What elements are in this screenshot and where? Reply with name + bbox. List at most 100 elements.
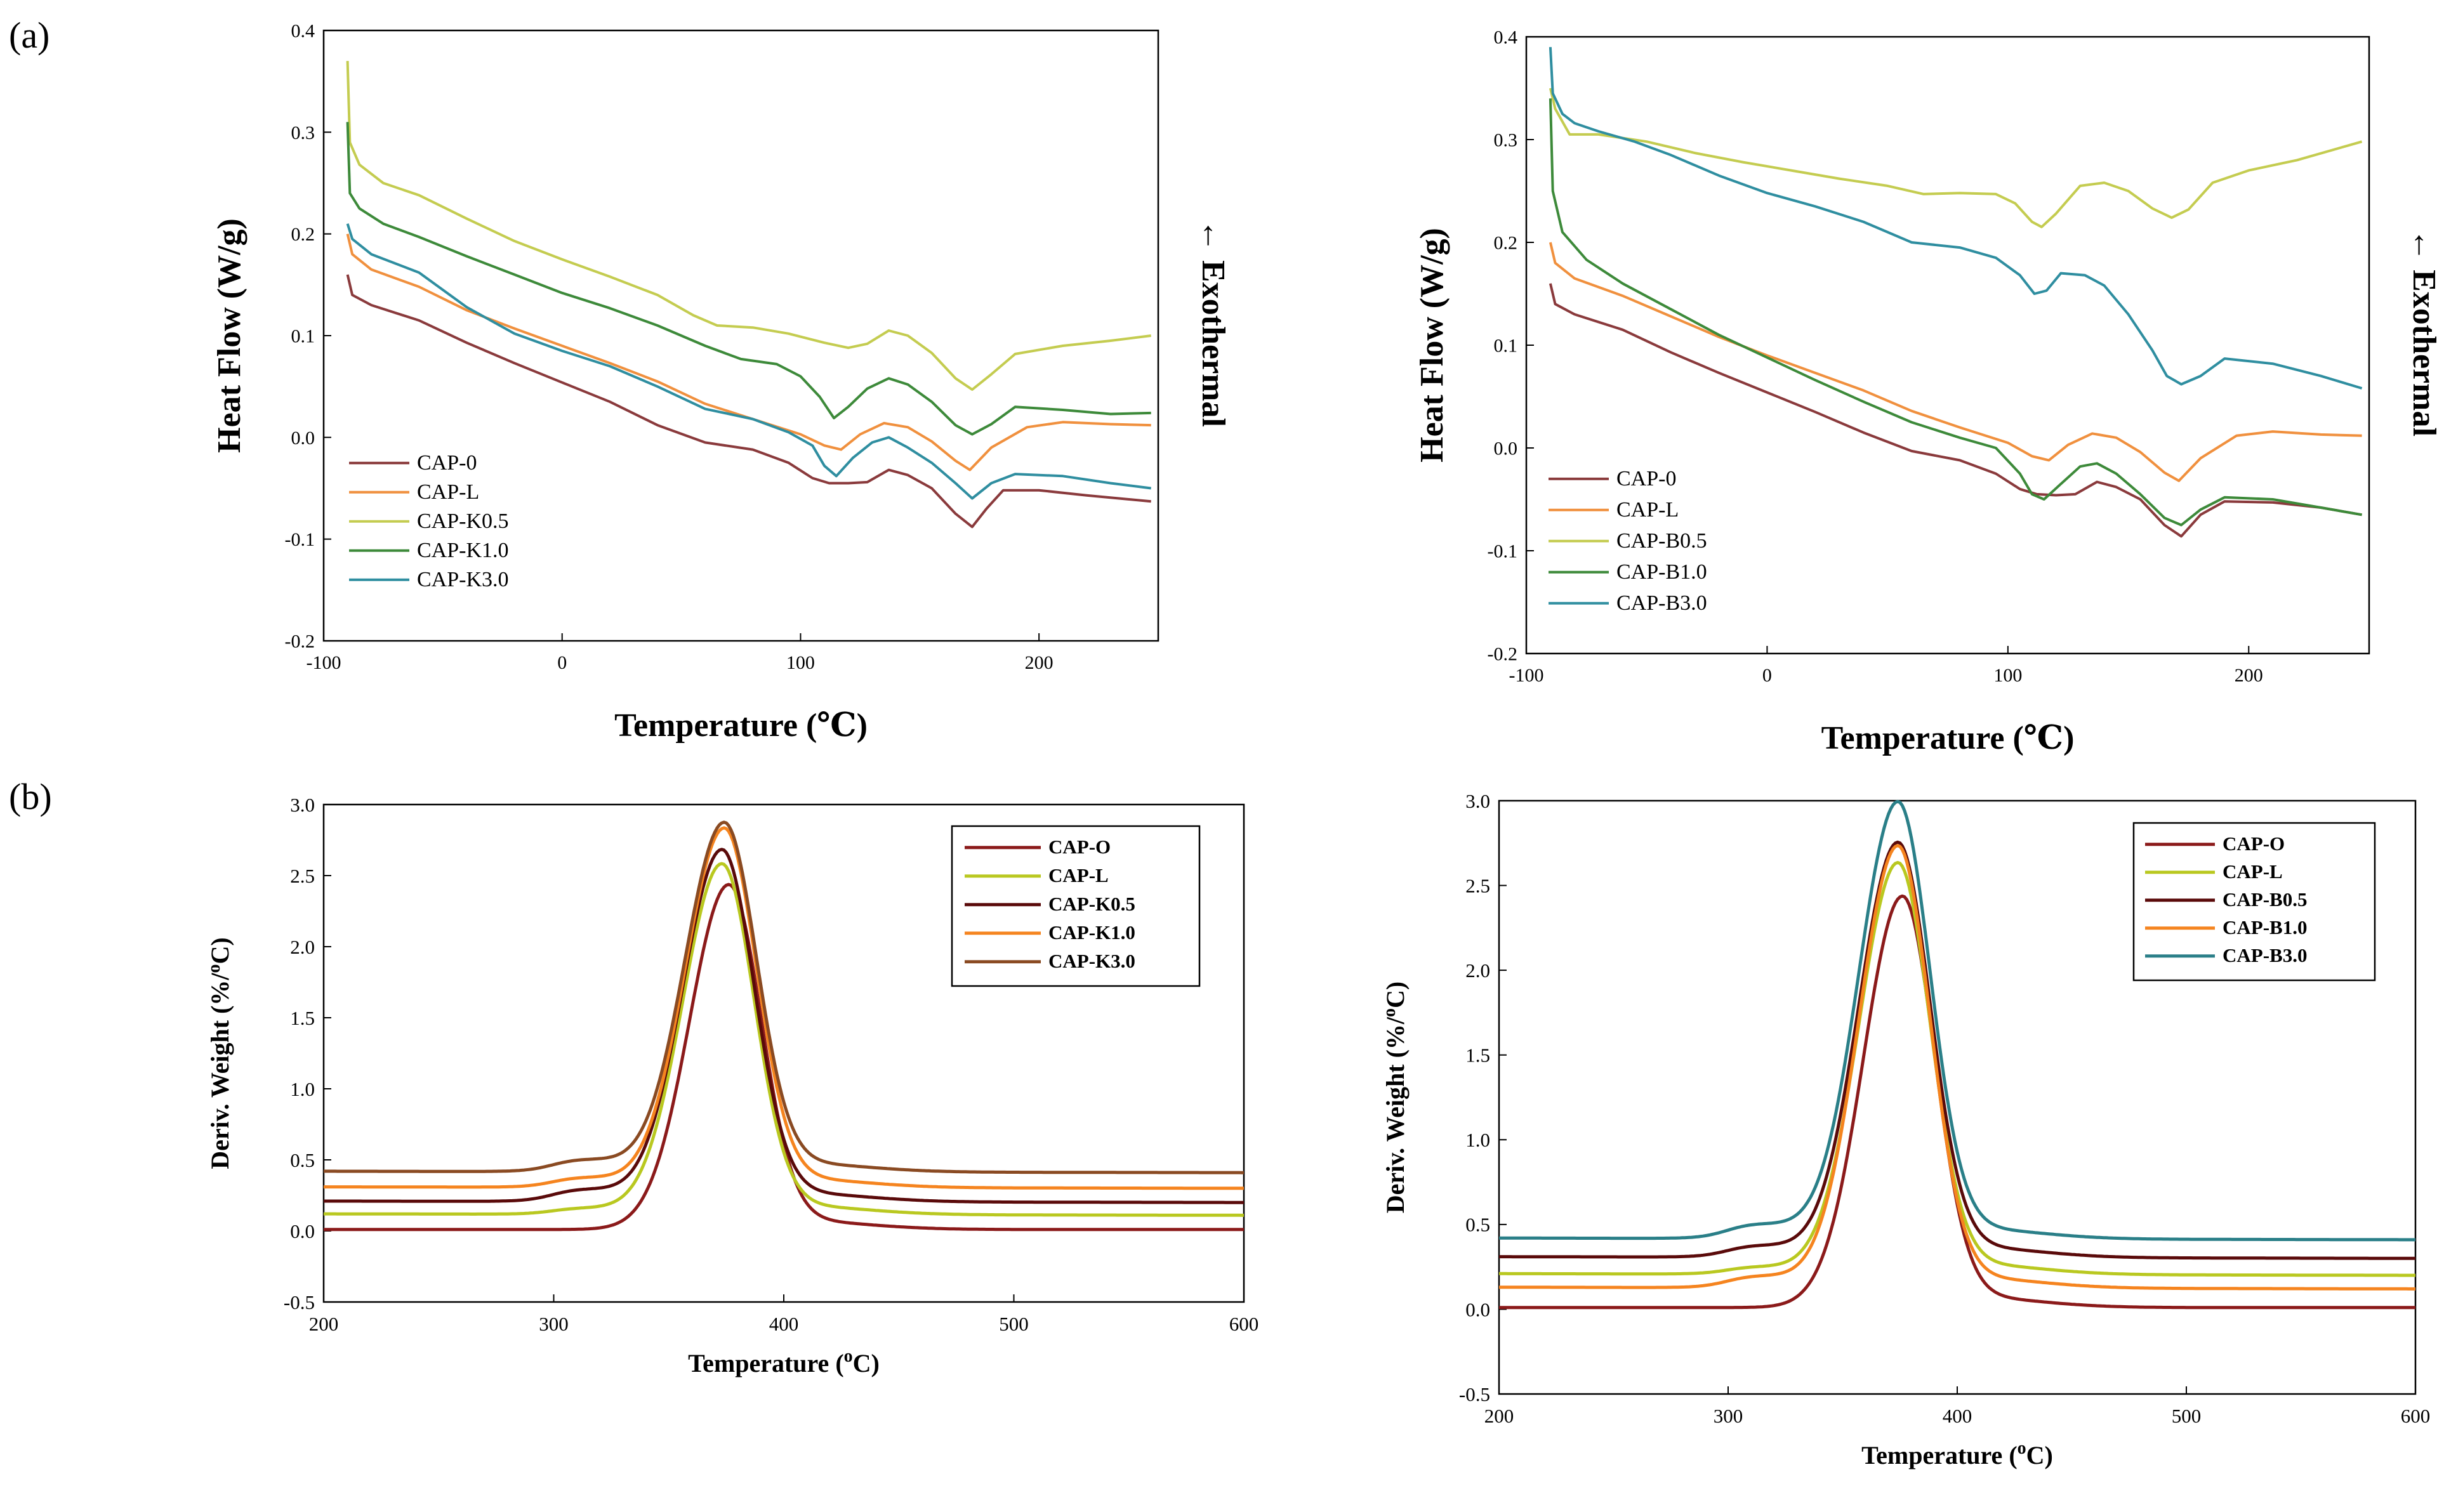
series-line-cap-l [1549,242,2362,482]
y-tick-label: 0.3 [291,122,315,143]
y-axis-label: Heat Flow (W/g) [211,218,248,453]
legend-label: CAP-B3.0 [2223,944,2307,966]
exothermal-annotation: ← Exothermal [1195,219,1231,427]
y-tick-label: 1.0 [1465,1129,1490,1151]
y-tick-label: -0.1 [285,529,315,550]
x-tick-label: 300 [1714,1405,1743,1427]
y-tick-label: 2.5 [1465,874,1490,897]
legend-label: CAP-K0.5 [1048,893,1135,915]
x-tick-label: 200 [2235,665,2263,686]
x-tick-label: 0 [557,652,567,673]
y-tick-label: -0.2 [1488,644,1518,665]
y-axis-label: Deriv. Weight (%/oC) [1380,982,1410,1213]
x-axis-label: Temperature (℃) [1821,720,2075,756]
series-line-cap-l [346,233,1151,471]
y-tick-label: 1.0 [290,1078,315,1100]
series-line-cap-k0-5 [324,848,1244,1204]
y-tick-label: -0.2 [285,631,315,652]
legend-label: CAP-B0.5 [2223,888,2307,910]
y-tick-label: 0.2 [291,224,315,245]
x-tick-label: 200 [1484,1405,1514,1427]
x-tick-label: 400 [1943,1405,1972,1427]
x-axis-label: Temperature (oC) [1861,1438,2053,1469]
series-line-cap-b0-5 [1549,88,2363,228]
y-axis-label: Deriv. Weight (%/oC) [204,937,234,1169]
series-line-cap-0 [1549,283,2362,538]
y-tick-label: -0.5 [284,1291,315,1313]
y-tick-label: 1.5 [1465,1044,1490,1067]
y-tick-label: 0.1 [1494,336,1518,357]
x-tick-label: 300 [539,1313,569,1335]
series-line-cap-l [324,862,1244,1217]
y-tick-label: 0.4 [1494,27,1518,48]
y-tick-label: -0.5 [1459,1383,1490,1405]
y-tick-label: 0.0 [290,1220,315,1242]
y-tick-label: 0.4 [291,21,315,42]
series-line-cap-k3-0 [324,820,1244,1174]
y-tick-label: 0.5 [1465,1214,1490,1236]
panel-label-b: (b) [9,776,52,817]
y-tick-label: 0.5 [290,1149,315,1171]
series-line-cap-b0-5 [1499,840,2415,1260]
series-line-cap-l [1499,860,2415,1277]
x-tick-label: 600 [1229,1313,1259,1335]
y-tick-label: 1.5 [290,1007,315,1029]
legend-label: CAP-K1.0 [1048,921,1135,943]
x-tick-label: 500 [2172,1405,2202,1427]
y-tick-label: 2.0 [290,936,315,958]
x-tick-label: 100 [786,652,815,673]
legend-label: CAP-B1.0 [2223,916,2307,938]
legend-label: CAP-B0.5 [1616,529,1707,553]
y-tick-label: 0.1 [291,326,315,347]
y-tick-label: 0.0 [1494,438,1518,459]
y-tick-label: 2.5 [290,865,315,887]
y-tick-label: 3.0 [290,794,315,816]
legend-label: CAP-K3.0 [417,568,509,591]
x-tick-label: -100 [307,652,341,673]
y-tick-label: 0.3 [1494,130,1518,151]
y-tick-label: 0.0 [1465,1298,1490,1320]
legend-label: CAP-0 [417,451,477,475]
y-tick-label: 3.0 [1465,790,1490,812]
series-line-cap-b3-0 [1499,799,2415,1242]
y-tick-label: 0.0 [291,428,315,449]
series-line-cap-k1-0 [324,826,1244,1190]
legend-label: CAP-O [1048,836,1111,858]
y-tick-label: -0.1 [1488,541,1518,562]
x-tick-label: 200 [1025,652,1054,673]
x-axis-label: Temperature (℃) [614,707,868,744]
series-line-cap-k0-5 [346,61,1151,391]
series-line-cap-k3-0 [346,223,1151,500]
series-line-cap-b3-0 [1549,47,2363,390]
legend-label: CAP-B1.0 [1616,560,1707,584]
series-line-cap-b1-0 [1549,98,2362,527]
panel-label-a: (a) [9,15,50,56]
x-tick-label: 100 [1993,665,2022,686]
legend-label: CAP-0 [1616,467,1676,490]
x-tick-label: -100 [1509,665,1544,686]
x-axis-label: Temperature (oC) [688,1346,880,1377]
y-axis-label: Heat Flow (W/g) [1414,228,1450,463]
exothermal-annotation: ← Exothermal [2406,228,2442,437]
legend-label: CAP-L [1048,864,1109,886]
x-tick-label: 200 [309,1313,339,1335]
legend-label: CAP-L [417,480,479,504]
legend-label: CAP-K0.5 [417,509,509,533]
y-tick-label: 0.2 [1494,233,1518,254]
legend-label: CAP-K3.0 [1048,950,1135,972]
legend-label: CAP-L [1616,498,1679,522]
legend-label: CAP-L [2223,860,2283,883]
x-tick-label: 400 [769,1313,799,1335]
legend-label: CAP-K1.0 [417,539,509,562]
series-line-cap-0 [346,274,1151,529]
x-tick-label: 500 [999,1313,1029,1335]
series-line-cap-b1-0 [1499,844,2415,1291]
x-tick-label: 600 [2401,1405,2431,1427]
series-line-cap-k1-0 [346,122,1151,436]
legend-label: CAP-B3.0 [1616,591,1707,615]
